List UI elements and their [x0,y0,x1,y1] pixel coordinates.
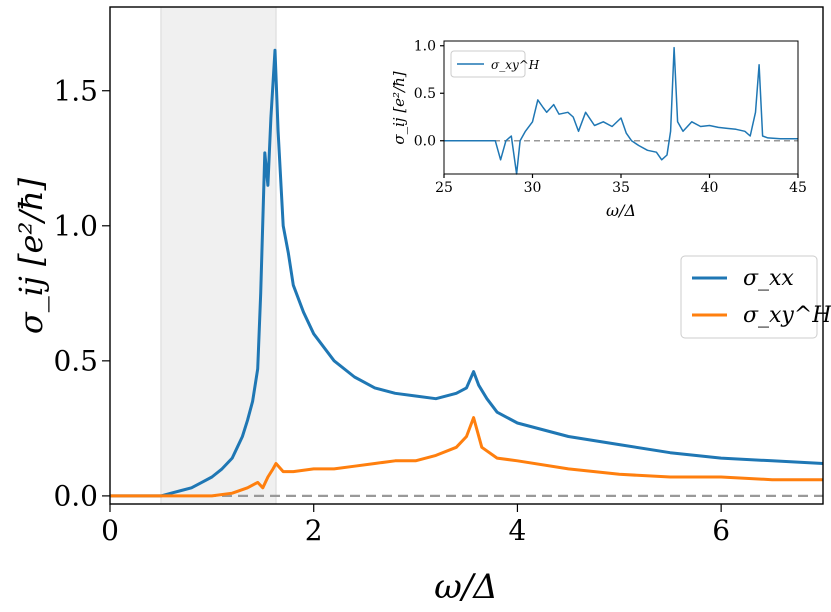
inset-x-ticks: 25 30 35 40 45 [435,174,807,196]
inset-legend: σ_xy^H [450,50,540,78]
main-x-tick-label: 4 [509,514,527,547]
shaded-region [160,6,277,505]
inset-y-tick-label: 0.0 [414,134,436,150]
inset-x-tick-label: 45 [789,180,807,196]
inset-x-axis-label: ω/Δ [606,201,636,220]
inset-series-line-0 [444,46,798,175]
main-series-group [110,48,824,498]
main-y-tick-label: 0.0 [53,480,98,513]
inset-series-group [444,46,798,175]
inset-y-tick-label: 0.5 [414,86,436,102]
main-x-tick-label: 6 [712,514,730,547]
main-plot: 0 2 4 6 0.0 0.5 1.0 1.5 ω/Δ σ_ij [e²/ħ] σ_xx σ… [12,6,831,607]
inset-y-axis-label: σ_ij [e²/ħ] [390,71,408,144]
main-y-tick-label: 0.5 [53,345,98,378]
main-y-tick-label: 1.0 [53,210,98,243]
main-legend: σ_xx σ_xy^H [680,255,831,339]
legend-label-sigma-xx: σ_xx [743,266,794,291]
inset-y-ticks: 0.0 0.5 1.0 [414,39,444,150]
main-y-axis-label: σ_ij [e²/ħ] [12,177,50,334]
legend-label-sigma-xy: σ_xy^H [743,303,831,328]
inset-plot: 25 30 35 40 45 0.0 0.5 1.0 ω/Δ σ_ij [e²/ħ] σ_x… [390,39,807,220]
inset-x-tick-label: 30 [524,180,542,196]
main-x-tick-label: 2 [305,514,323,547]
inset-y-tick-label: 1.0 [414,39,436,55]
main-x-tick-label: 0 [101,514,119,547]
inset-x-tick-label: 25 [435,180,453,196]
main-x-axis-label: ω/Δ [434,567,498,607]
main-y-ticks: 0.0 0.5 1.0 1.5 [53,75,110,513]
inset-x-tick-label: 35 [612,180,630,196]
main-y-tick-label: 1.5 [53,75,98,108]
main-x-ticks: 0 2 4 6 [101,504,730,547]
main-series-line-1 [110,416,823,498]
main-series-line-0 [110,48,824,498]
inset-legend-label: σ_xy^H [491,58,540,72]
inset-legend-box [450,50,526,78]
main-plot-frame [109,6,824,505]
inset-x-tick-label: 40 [701,180,719,196]
